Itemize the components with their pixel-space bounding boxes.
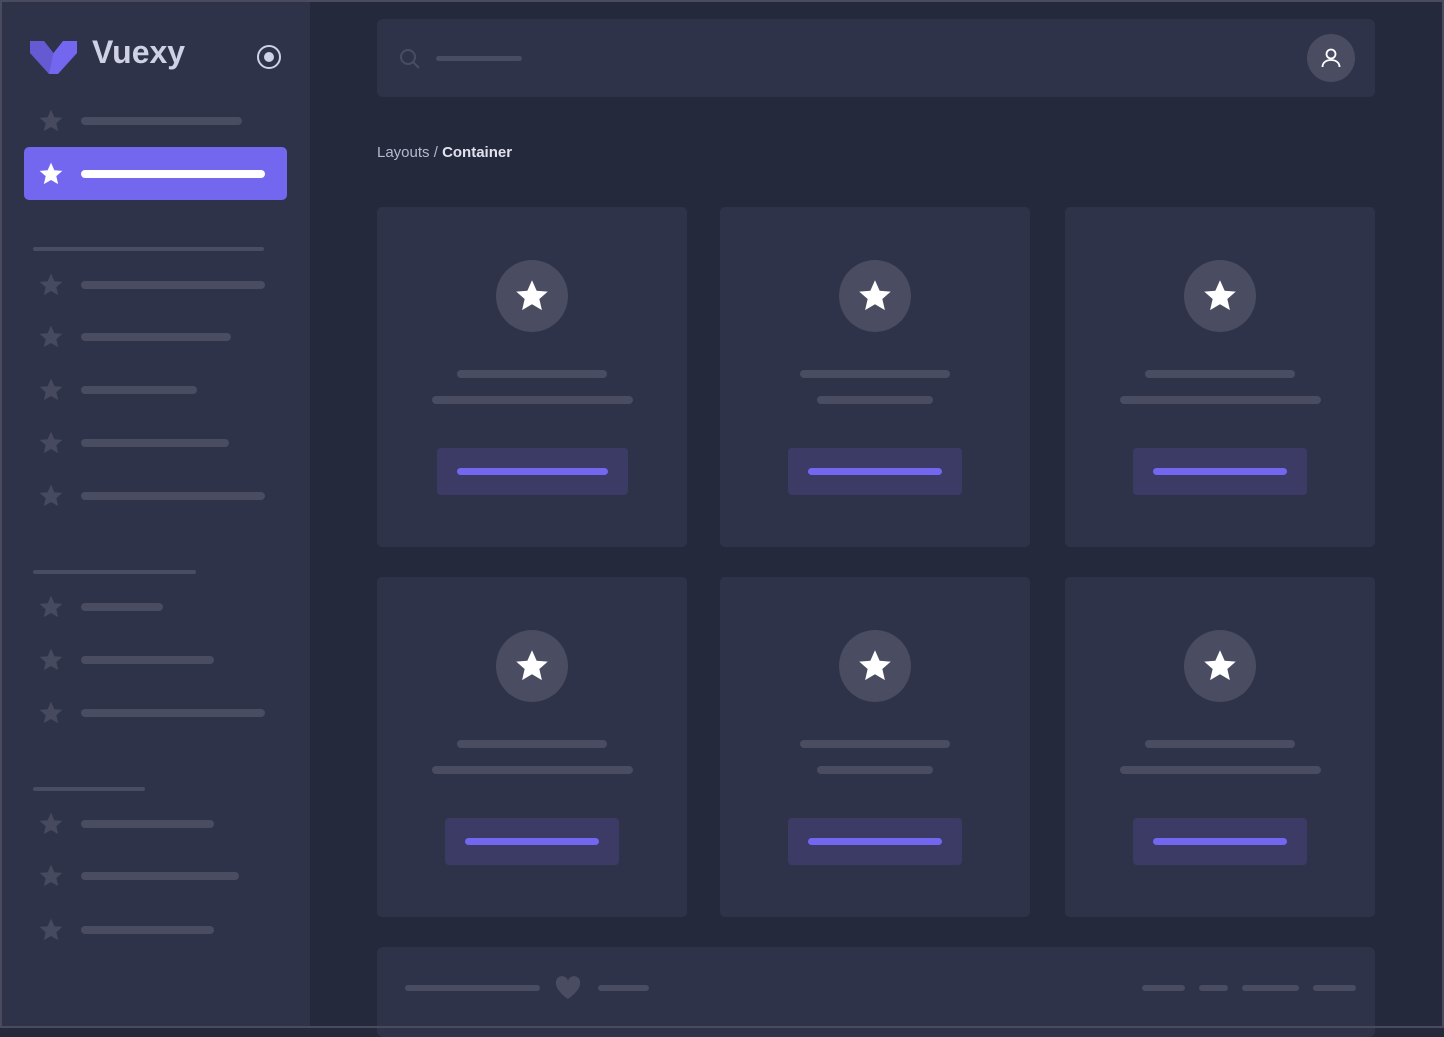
card-button[interactable]	[788, 818, 962, 865]
star-icon	[38, 272, 64, 298]
card-title	[1145, 740, 1295, 748]
breadcrumb-parent[interactable]: Layouts	[377, 144, 430, 161]
card-text	[817, 396, 933, 404]
card-title	[800, 370, 950, 378]
card-text	[431, 766, 633, 774]
card-button[interactable]	[445, 818, 619, 865]
card-text	[817, 766, 933, 774]
card-button-label	[808, 838, 942, 845]
card-title	[457, 740, 607, 748]
sidebar-item[interactable]	[81, 439, 229, 447]
card-button[interactable]	[788, 448, 962, 495]
sidebar-item[interactable]	[81, 656, 214, 664]
sidebar-item[interactable]	[81, 492, 265, 500]
star-icon	[38, 324, 64, 350]
star-icon	[514, 278, 550, 314]
card-icon-circle	[839, 260, 911, 332]
brand-name: Vuexy	[92, 34, 186, 70]
card-icon-circle	[1184, 260, 1256, 332]
star-icon	[38, 594, 64, 620]
breadcrumb-separator: /	[429, 144, 443, 161]
card-icon-circle	[496, 630, 568, 702]
star-icon	[38, 811, 64, 837]
card-button[interactable]	[436, 448, 628, 495]
sidebar-item[interactable]	[81, 117, 242, 125]
footer	[377, 947, 1375, 1037]
footer-link[interactable]	[1313, 985, 1356, 991]
card-icon-circle	[496, 260, 568, 332]
card-icon-circle	[1184, 630, 1256, 702]
sidebar-item[interactable]	[81, 820, 214, 828]
user-icon	[1321, 48, 1341, 68]
card	[377, 207, 687, 547]
vuexy-logo-icon	[30, 41, 77, 74]
card-button-label	[1153, 838, 1287, 845]
sidebar-item[interactable]	[81, 281, 265, 289]
navbar	[377, 19, 1375, 97]
sidebar-item[interactable]	[81, 333, 231, 341]
sidebar-item[interactable]	[81, 170, 265, 178]
card-button-label	[465, 838, 599, 845]
star-icon	[38, 863, 64, 889]
search-input[interactable]	[436, 56, 522, 61]
card-button[interactable]	[1133, 818, 1307, 865]
star-icon	[38, 647, 64, 673]
star-icon	[1202, 648, 1238, 684]
card	[720, 207, 1030, 547]
section-divider	[33, 247, 264, 251]
card-text	[1119, 766, 1321, 774]
heart-icon	[555, 976, 581, 999]
sidebar: Vuexy	[0, 0, 310, 1028]
card	[1065, 207, 1375, 547]
sidebar-item[interactable]	[81, 386, 197, 394]
sidebar-item[interactable]	[81, 603, 163, 611]
breadcrumb-current: Container	[442, 144, 513, 161]
star-icon	[1202, 278, 1238, 314]
footer-link[interactable]	[1142, 985, 1185, 991]
footer-text	[405, 985, 540, 991]
search-icon[interactable]	[399, 48, 421, 70]
footer-link[interactable]	[1242, 985, 1299, 991]
sidebar-item[interactable]	[81, 872, 239, 880]
star-icon	[38, 430, 64, 456]
card-title	[457, 370, 607, 378]
avatar[interactable]	[1307, 34, 1355, 82]
card	[1065, 577, 1375, 917]
star-icon	[38, 483, 64, 509]
footer-text	[598, 985, 649, 991]
star-icon	[38, 377, 64, 403]
card-title	[800, 740, 950, 748]
sidebar-item[interactable]	[81, 926, 214, 934]
sidebar-item[interactable]	[81, 709, 265, 717]
star-icon	[38, 700, 64, 726]
card-text	[431, 396, 633, 404]
card	[720, 577, 1030, 917]
star-icon	[857, 278, 893, 314]
footer-link[interactable]	[1199, 985, 1228, 991]
card-button-label	[1153, 468, 1287, 475]
card-text	[1119, 396, 1321, 404]
card-button-label	[456, 468, 608, 475]
star-icon	[514, 648, 550, 684]
star-icon	[38, 917, 64, 943]
breadcrumb: Layouts / Container	[377, 144, 512, 161]
card-button[interactable]	[1133, 448, 1307, 495]
card-button-label	[808, 468, 942, 475]
card-icon-circle	[839, 630, 911, 702]
section-divider	[33, 787, 145, 791]
card-title	[1145, 370, 1295, 378]
star-icon	[38, 108, 64, 134]
star-icon	[38, 161, 64, 187]
section-divider	[33, 570, 196, 574]
card	[377, 577, 687, 917]
star-icon	[857, 648, 893, 684]
radio-circle-icon[interactable]	[256, 44, 282, 70]
